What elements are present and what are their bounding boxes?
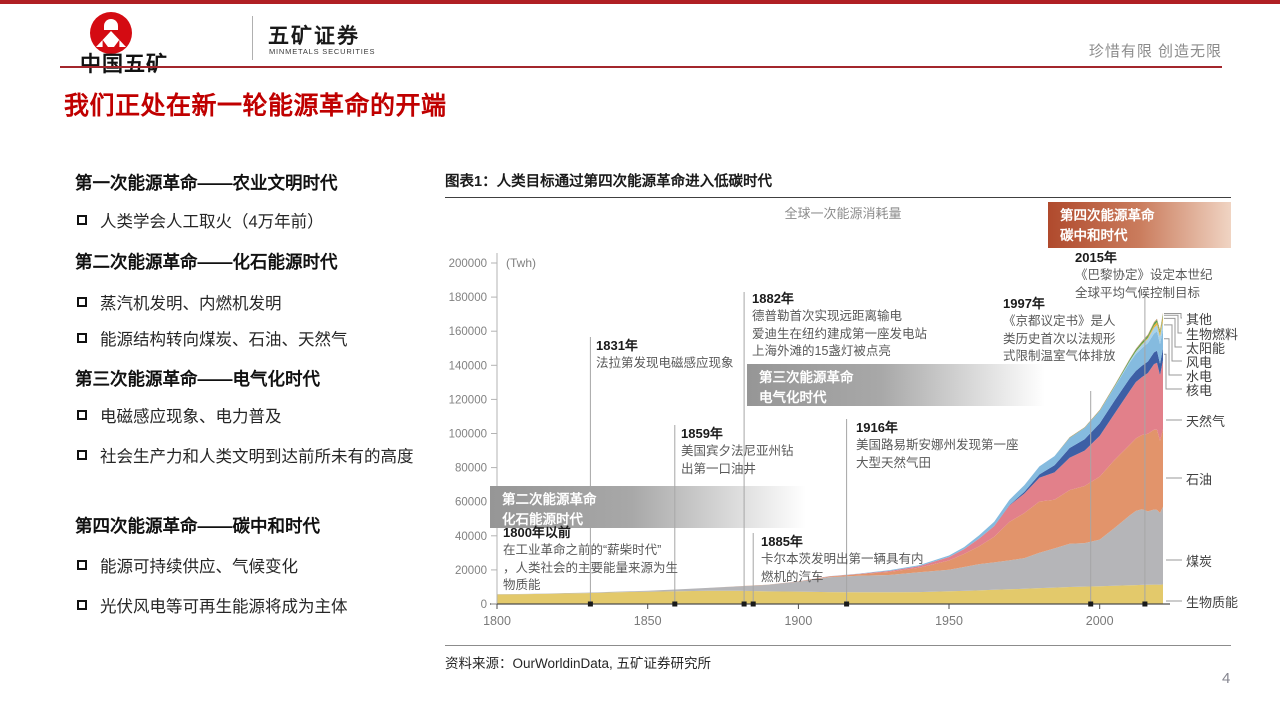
annotation-pre1800: 1800年以前 在工业革命之前的“薪柴时代” ，人类社会的主要能量来源为生 物质… bbox=[503, 525, 679, 593]
brand-name: 五矿证券 bbox=[268, 25, 360, 48]
revolution-heading-2: 第二次能源革命——化石能源时代 bbox=[75, 252, 338, 272]
checkbox-bullet-icon bbox=[77, 333, 87, 343]
annotation-1916: 1916年 美国路易斯安娜州发现第一座 大型天然气田 bbox=[856, 420, 1019, 470]
era-box-fossil: 第二次能源革命 化石能源时代 bbox=[490, 486, 806, 528]
slogan: 珍惜有限 创造无限 bbox=[1088, 43, 1222, 60]
svg-text:0: 0 bbox=[481, 599, 487, 611]
annotation-1997: 1997年 《京都议定书》是人 类历史首次以法规形 式限制温室气体排放 bbox=[1003, 296, 1116, 364]
svg-text:120000: 120000 bbox=[449, 394, 487, 406]
svg-text:160000: 160000 bbox=[449, 326, 487, 338]
checkbox-bullet-icon bbox=[77, 450, 87, 460]
bullet-item: 社会生产力和人类文明到达前所未有的高度 bbox=[75, 443, 431, 472]
legend-hydro: 水电 bbox=[1186, 369, 1213, 384]
svg-text:1950: 1950 bbox=[935, 614, 963, 628]
legend-solar: 太阳能 bbox=[1186, 341, 1226, 356]
bullet-item: 能源可持续供应、气候变化 bbox=[75, 553, 431, 582]
bullet-item: 电磁感应现象、电力普及 bbox=[75, 403, 431, 432]
checkbox-bullet-icon bbox=[77, 600, 87, 610]
svg-text:20000: 20000 bbox=[455, 565, 487, 577]
era-box-electrification: 第三次能源革命 电气化时代 bbox=[747, 364, 1045, 406]
logo-divider bbox=[252, 16, 253, 60]
legend-wind: 风电 bbox=[1186, 355, 1213, 370]
legend-nuclear: 核电 bbox=[1186, 383, 1213, 398]
figure-bottom-rule bbox=[445, 645, 1231, 646]
bullet-item: 光伏风电等可再生能源将成为主体 bbox=[75, 593, 431, 622]
svg-text:100000: 100000 bbox=[449, 429, 487, 441]
annotation-1885: 1885年 卡尔本茨发明出第一辆具有内 燃机的汽车 bbox=[761, 534, 924, 584]
legend-gas: 天然气 bbox=[1186, 414, 1226, 429]
revolution-heading-3: 第三次能源革命——电气化时代 bbox=[75, 369, 320, 389]
bullet-item: 人类学会人工取火（4万年前） bbox=[75, 208, 431, 237]
page-number: 4 bbox=[1222, 670, 1231, 687]
revolution-heading-4: 第四次能源革命——碳中和时代 bbox=[75, 516, 320, 536]
brand-name-en: MINMETALS SECURITIES bbox=[269, 47, 376, 56]
era-box-carbon-neutral: 第四次能源革命 碳中和时代 bbox=[1048, 202, 1231, 248]
checkbox-bullet-icon bbox=[77, 215, 87, 225]
svg-text:1800: 1800 bbox=[483, 614, 511, 628]
legend-coal: 煤炭 bbox=[1186, 554, 1213, 569]
svg-text:2000: 2000 bbox=[1086, 614, 1114, 628]
legend-oil: 石油 bbox=[1186, 472, 1213, 487]
annotation-1882: 1882年 德普勒首次实现远距离输电 爱迪生在纽约建成第一座发电站 上海外滩的1… bbox=[752, 291, 928, 359]
svg-text:80000: 80000 bbox=[455, 463, 487, 475]
source-note: 资料来源：OurWorldinData, 五矿证券研究所 bbox=[445, 656, 712, 671]
annotation-1859: 1859年 美国宾夕法尼亚州钻 出第一口油井 bbox=[681, 426, 794, 476]
legend-biomass: 生物质能 bbox=[1186, 595, 1239, 610]
logo-text-cn: 中国五矿 bbox=[80, 53, 168, 76]
svg-text:200000: 200000 bbox=[449, 258, 487, 270]
bullet-item: 能源结构转向煤炭、石油、天然气 bbox=[75, 326, 431, 355]
checkbox-bullet-icon bbox=[77, 297, 87, 307]
y-axis-unit: (Twh) bbox=[506, 256, 536, 270]
bullet-item: 蒸汽机发明、内燃机发明 bbox=[75, 290, 431, 319]
svg-text:140000: 140000 bbox=[449, 360, 487, 372]
legend-other: 其他 bbox=[1186, 312, 1213, 327]
figure-caption: 图表1：人类目标通过第四次能源革命进入低碳时代 bbox=[445, 170, 1231, 198]
revolution-heading-1: 第一次能源革命——农业文明时代 bbox=[75, 173, 338, 193]
top-red-bar bbox=[0, 0, 1280, 4]
page-title: 我们正处在新一轮能源革命的开端 bbox=[64, 92, 447, 120]
svg-text:180000: 180000 bbox=[449, 292, 487, 304]
minmetals-logo-icon bbox=[90, 12, 132, 54]
checkbox-bullet-icon bbox=[77, 410, 87, 420]
legend-biofuel: 生物燃料 bbox=[1186, 327, 1239, 342]
svg-text:40000: 40000 bbox=[455, 531, 487, 543]
annotation-1831: 1831年 法拉第发现电磁感应现象 bbox=[596, 338, 734, 371]
checkbox-bullet-icon bbox=[77, 560, 87, 570]
svg-text:1900: 1900 bbox=[784, 614, 812, 628]
svg-text:1850: 1850 bbox=[634, 614, 662, 628]
annotation-2015: 2015年 《巴黎协定》设定本世纪 全球平均气候控制目标 bbox=[1075, 250, 1213, 300]
header-rule bbox=[60, 66, 1222, 68]
chart-title: 全球一次能源消耗量 bbox=[784, 206, 902, 221]
svg-text:60000: 60000 bbox=[455, 497, 487, 509]
